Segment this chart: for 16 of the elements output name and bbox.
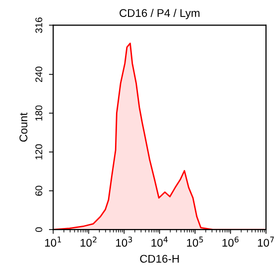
y-tick-label: 0 bbox=[35, 227, 42, 232]
y-tick-label: 180 bbox=[35, 105, 42, 121]
y-tick-label: 240 bbox=[35, 66, 42, 82]
x-tick-label: 10$^{2}$ bbox=[80, 236, 96, 247]
y-tick-label: 316 bbox=[35, 18, 42, 33]
x-axis-title: CD16-H bbox=[140, 254, 179, 263]
x-tick-label: 10$^{7}$ bbox=[258, 236, 274, 247]
chart-title: CD16 / P4 / Lym bbox=[120, 8, 200, 20]
x-tick-label: 10$^{3}$ bbox=[116, 236, 132, 247]
y-axis-title: Count bbox=[19, 112, 28, 142]
x-tick-label: 10$^{6}$ bbox=[222, 236, 239, 247]
y-tick-label: 120 bbox=[35, 144, 42, 160]
x-tick-label: 10$^{1}$ bbox=[45, 236, 62, 247]
x-tick-label: 10$^{5}$ bbox=[187, 236, 203, 247]
y-tick-label: 60 bbox=[35, 186, 42, 196]
x-tick-label: 10$^{4}$ bbox=[152, 236, 168, 247]
